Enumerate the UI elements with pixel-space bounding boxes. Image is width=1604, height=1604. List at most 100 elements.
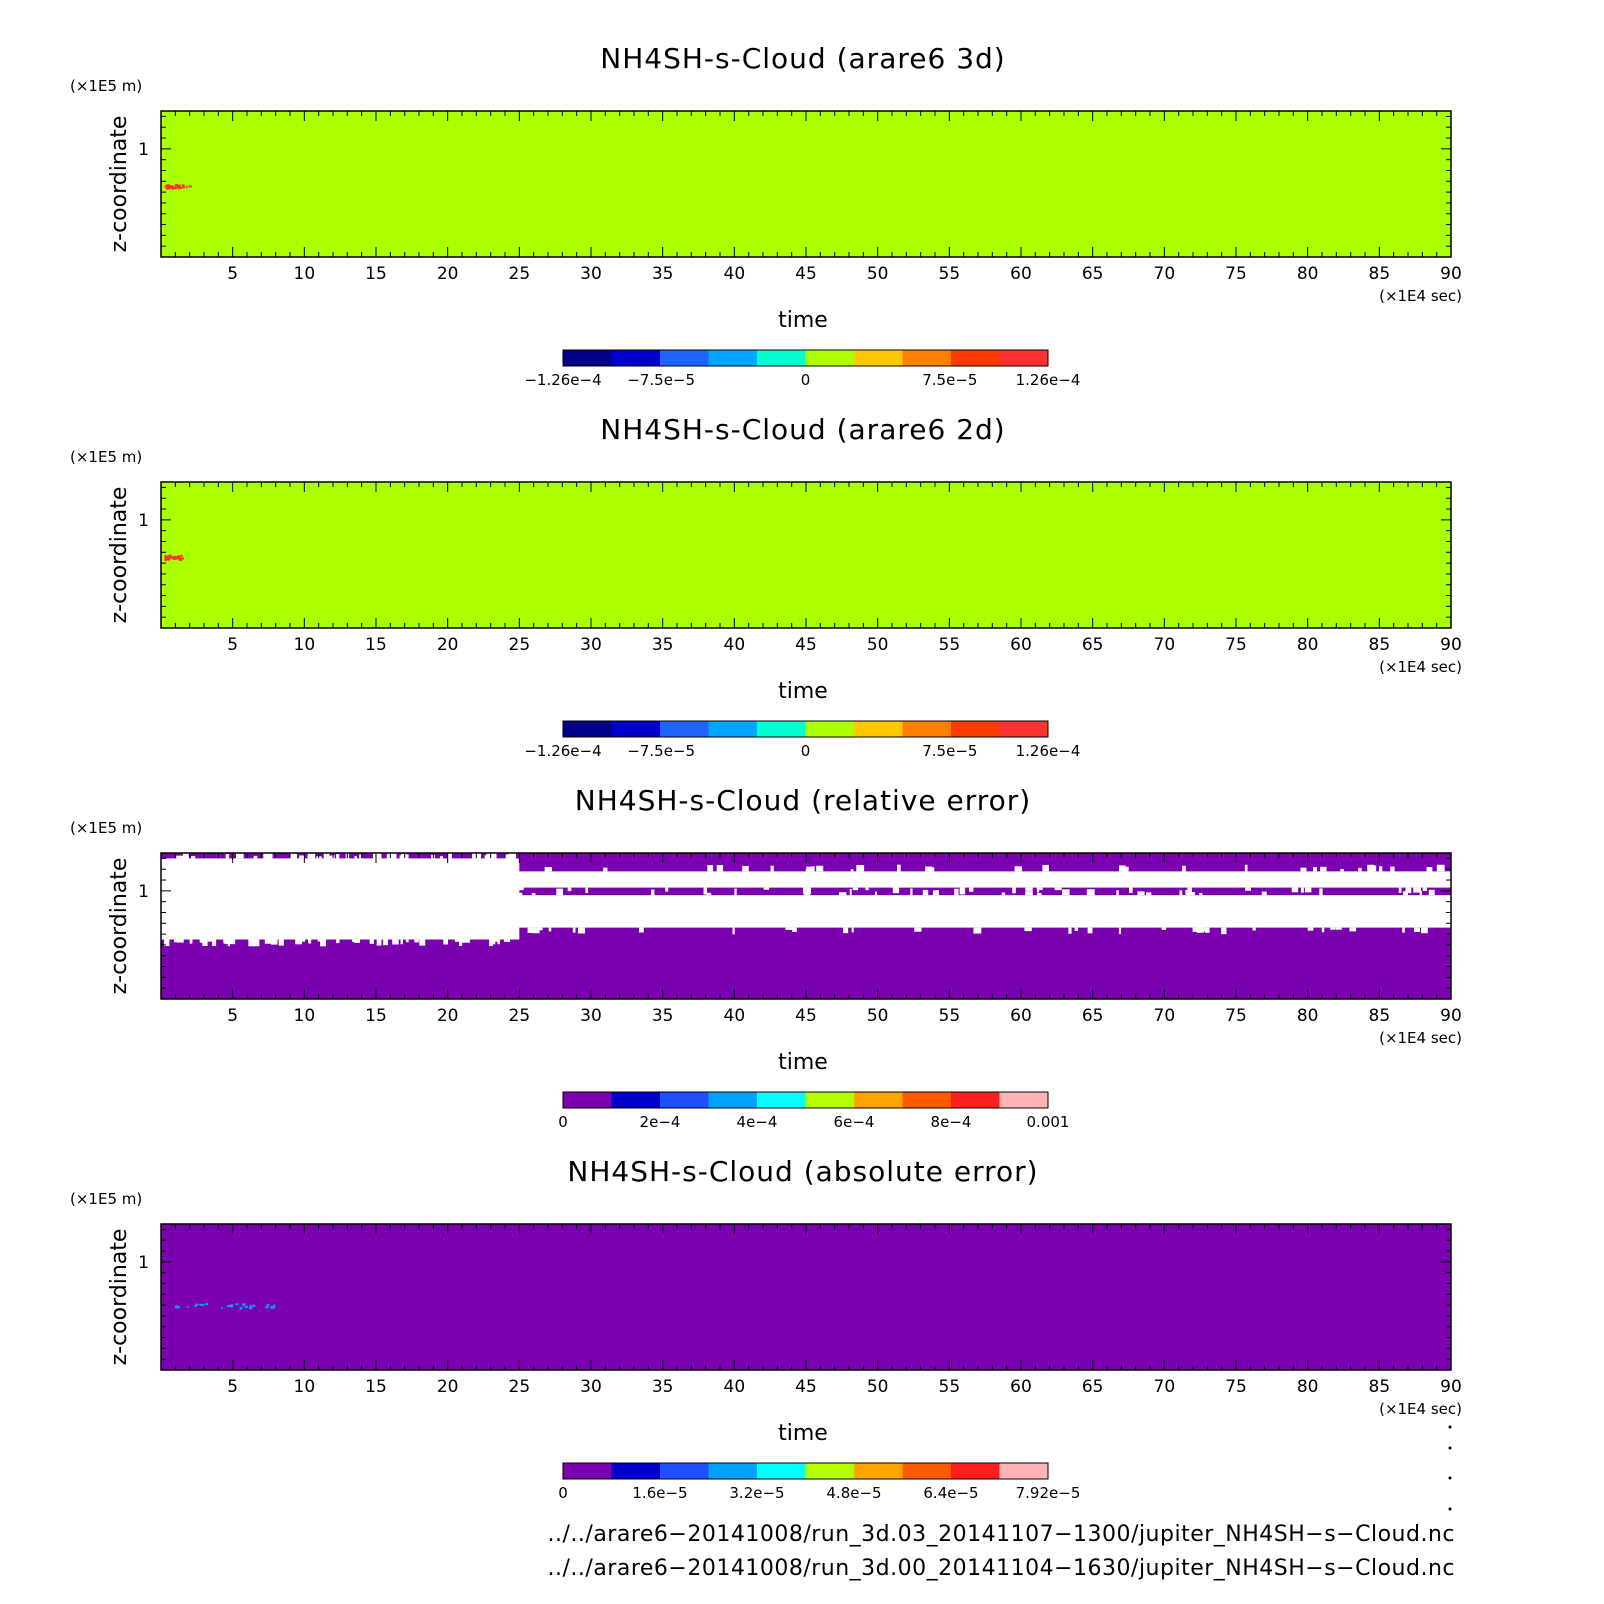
nodata-speck (289, 851, 296, 859)
nodata-speck (1358, 867, 1362, 872)
x-tick-label: 90 (1440, 264, 1462, 284)
nodata-speck (811, 866, 815, 872)
nodata-speck (387, 852, 391, 859)
x-axis-label: time (778, 1421, 828, 1446)
nodata-speck (299, 855, 305, 859)
nodata-speck (1421, 927, 1428, 934)
nodata-speck (1161, 927, 1167, 930)
nodata-speck (1182, 865, 1186, 872)
nodata-speck (1244, 864, 1248, 872)
nodata-speck (1261, 891, 1267, 896)
nodata-speck (248, 939, 253, 947)
x-tick-label: 60 (1010, 1006, 1032, 1026)
x-tick-label: 55 (939, 264, 961, 284)
colorbar-label: 2e−4 (640, 1113, 681, 1131)
nodata-speck (227, 939, 230, 947)
x-tick-label: 75 (1225, 1006, 1247, 1026)
nodata-speck (874, 891, 878, 896)
nodata-speck (1129, 887, 1133, 893)
colorbar-label: 0 (558, 1484, 568, 1502)
data-speck (221, 1306, 224, 1309)
x-axis-unit: (×1E4 sec) (1379, 1400, 1462, 1418)
colorbar-swatch (999, 350, 1049, 366)
nodata-speck (376, 939, 382, 946)
x-tick-label: 25 (509, 1006, 531, 1026)
x-tick-label: 30 (580, 264, 602, 284)
nodata-speck (732, 927, 735, 935)
nodata-speck (567, 887, 572, 892)
nodata-speck (1319, 888, 1323, 896)
colorbar-swatch (805, 1092, 855, 1108)
nodata-speck (251, 939, 260, 947)
x-tick-label: 55 (939, 1006, 961, 1026)
nodata-speck (1291, 887, 1299, 893)
nodata-speck (372, 852, 381, 859)
chart-title: NH4SH-s-Cloud (absolute error) (567, 1155, 1038, 1188)
data-speck (180, 554, 183, 557)
nodata-speck (959, 887, 966, 895)
nodata-speck (1054, 887, 1062, 891)
x-tick-label: 35 (652, 1377, 674, 1397)
x-axis-label: time (778, 1050, 828, 1075)
data-speck (171, 185, 175, 188)
x-tick-label: 85 (1369, 1006, 1391, 1026)
nodata-speck (508, 851, 516, 859)
x-axis-unit: (×1E4 sec) (1379, 658, 1462, 676)
colorbar-swatch (902, 350, 952, 366)
colorbar-frame (562, 1091, 1049, 1109)
nodata-speck (1196, 927, 1204, 933)
nodata-speck (492, 939, 496, 945)
y-axis-label: z-coordinate (107, 116, 132, 253)
colorbar-label: 8e−4 (931, 1113, 972, 1131)
nodata-speck (893, 887, 899, 894)
x-tick-label: 65 (1082, 264, 1104, 284)
nodata-speck (1024, 927, 1032, 932)
nodata-speck (922, 889, 929, 896)
nodata-speck (1199, 892, 1203, 896)
colorbar-swatch (951, 721, 1000, 737)
x-tick-label: 65 (1082, 1006, 1104, 1026)
y-tick-label: 1 (138, 140, 149, 160)
data-speck (165, 185, 169, 189)
nodata-speck (1307, 927, 1314, 931)
nodata-speck (969, 887, 974, 892)
nodata-speck (1192, 927, 1200, 932)
nodata-speck (585, 887, 589, 893)
chart-title: NH4SH-s-Cloud (arare6 3d) (600, 42, 1005, 75)
nodata-speck (270, 939, 278, 945)
colorbar-swatch (563, 1092, 612, 1108)
nodata-speck (236, 853, 244, 859)
nodata-speck (400, 939, 404, 945)
nodata-speck (419, 939, 426, 946)
nodata-speck (716, 865, 724, 872)
nodata-speck (742, 865, 749, 872)
nodata-speck (278, 939, 284, 946)
x-tick-label: 60 (1010, 264, 1032, 284)
nodata-speck (392, 939, 399, 945)
nodata-speck (1116, 890, 1119, 896)
nodata-speck (1205, 927, 1210, 933)
colorbar-swatch (660, 1092, 709, 1108)
nodata-speck (1422, 887, 1427, 892)
data-speck (164, 555, 167, 557)
nodata-speck (1367, 864, 1374, 872)
data-speck (177, 555, 181, 557)
nodata-speck (851, 927, 854, 933)
footer-file-path-2: ../../arare6−20141008/run_3d.00_20141104… (547, 1556, 1455, 1581)
colorbar-label: 4e−4 (737, 1113, 778, 1131)
data-speck (175, 186, 178, 189)
data-speck (204, 1303, 209, 1305)
nodata-speck (1402, 927, 1405, 933)
x-tick-label: 5 (227, 1377, 238, 1397)
x-tick-label: 90 (1440, 1006, 1462, 1026)
nodata-speck (803, 887, 812, 895)
x-tick-label: 50 (867, 1377, 889, 1397)
x-tick-label: 15 (365, 264, 387, 284)
data-speck (242, 1303, 246, 1306)
nodata-speck (1379, 866, 1383, 872)
nodata-speck (369, 939, 374, 944)
nodata-speck (497, 939, 500, 945)
nodata-speck (1087, 927, 1093, 934)
nodata-speck (1074, 927, 1078, 932)
x-tick-label: 35 (652, 264, 674, 284)
